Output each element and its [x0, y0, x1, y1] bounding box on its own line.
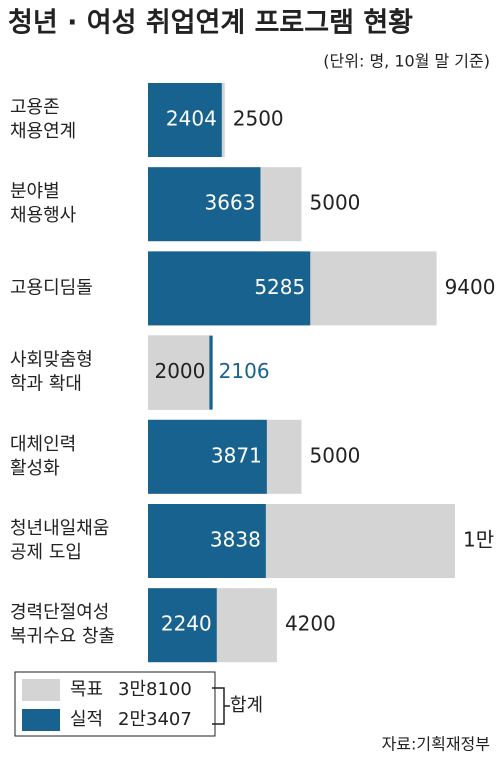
actual-value-label: 3663 — [205, 191, 256, 215]
category-label: 복귀수요 창출 — [10, 626, 115, 647]
legend-swatch — [22, 679, 60, 701]
legend-box — [14, 671, 216, 737]
actual-value-label: 2240 — [161, 612, 212, 636]
target-value-label: 1만 — [463, 528, 494, 552]
legend-total: 3만8100 — [118, 679, 192, 700]
category-label: 고용디딤돌 — [10, 277, 93, 298]
chart-title: 청년 · 여성 취업연계 프로그램 현황 — [8, 8, 413, 39]
category-label: 학과 확대 — [10, 374, 82, 395]
actual-bar — [148, 83, 222, 157]
category-label: 공제 도입 — [10, 542, 82, 563]
target-value-label: 2000 — [154, 359, 205, 383]
target-value-label: 5000 — [310, 191, 361, 215]
actual-bar — [148, 167, 261, 242]
actual-value-label: 2404 — [166, 107, 217, 131]
actual-bar — [148, 504, 266, 578]
legend-bracket — [212, 687, 230, 725]
actual-value-label: 3871 — [211, 443, 262, 467]
legend-label: 목표 — [70, 679, 103, 700]
category-label: 사회맞춤형 — [10, 350, 93, 371]
actual-value-label: 5285 — [254, 275, 305, 299]
category-label: 청년내일채움 — [10, 518, 109, 539]
legend-label: 실적 — [70, 709, 103, 730]
source: 자료:기획재정부 — [382, 735, 490, 754]
category-label: 채용행사 — [10, 205, 77, 226]
chart-subtitle: (단위: 명, 10월 말 기준) — [323, 52, 490, 71]
actual-value-label: 3838 — [210, 528, 261, 552]
target-value-label: 4200 — [285, 612, 336, 636]
category-label: 경력단절여성 — [10, 602, 109, 623]
target-value-label: 5000 — [310, 443, 361, 467]
category-label: 활성화 — [10, 458, 60, 479]
actual-bar — [148, 588, 217, 663]
target-value-label: 9400 — [445, 275, 496, 299]
actual-bar — [148, 419, 267, 494]
target-value-label: 2500 — [233, 107, 284, 131]
actual-value-label: 2106 — [219, 359, 270, 383]
category-label: 고용존 — [10, 97, 60, 118]
actual-bar — [148, 251, 311, 326]
legend-total-name: 합계 — [230, 695, 263, 716]
legend-swatch — [22, 709, 60, 731]
category-label: 분야별 — [10, 181, 60, 202]
category-label: 대체인력 — [10, 434, 76, 455]
target-bar — [148, 335, 210, 410]
category-label: 채용연계 — [10, 121, 76, 142]
legend-total: 2만3407 — [118, 709, 192, 730]
